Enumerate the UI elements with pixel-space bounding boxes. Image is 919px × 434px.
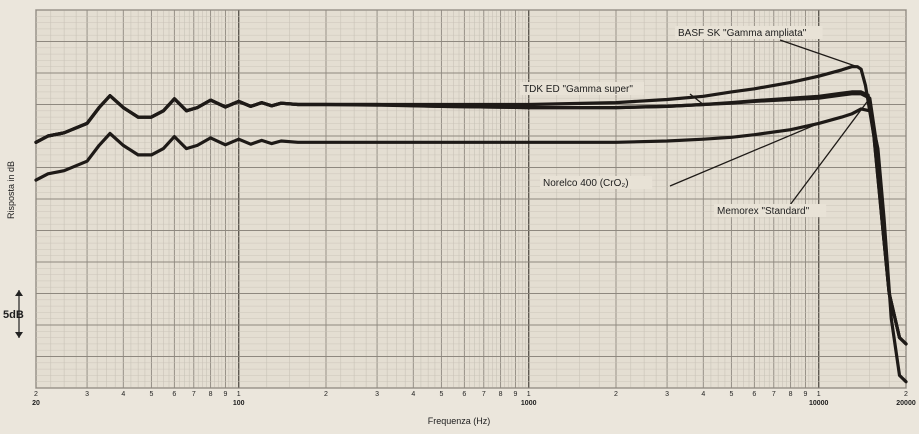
x-tick-label-25: 9 [803, 391, 807, 398]
annotation-leader-1 [689, 93, 704, 106]
x-tick-label-26: 1 10000 [809, 391, 829, 407]
x-tick-label-13: 6 [462, 391, 466, 398]
scale-marker: 5dB [3, 290, 24, 338]
annotation-leader-2 [669, 122, 819, 187]
x-tick-label-27: 2 20000 [896, 391, 916, 407]
x-tick-label-17: 1 1000 [521, 391, 537, 407]
x-tick-label-10: 3 [375, 391, 379, 398]
annotation-bg-2 [540, 176, 653, 189]
x-tick-label-11: 4 [411, 391, 415, 398]
series-layer [34, 65, 908, 384]
x-tick-label-19: 3 [665, 391, 669, 398]
annotation-bg-1 [520, 82, 644, 95]
annotation-leader-0 [779, 39, 858, 68]
annotation-bg-0 [675, 26, 823, 39]
x-tick-label-14: 7 [482, 391, 486, 398]
x-tick-label-22: 6 [752, 391, 756, 398]
x-axis-label: Frequenza (Hz) [428, 416, 491, 426]
x-tick-label-23: 7 [772, 391, 776, 398]
scale-marker-arrow-top [15, 290, 23, 296]
x-tick-label-9: 2 [324, 391, 328, 398]
x-tick-label-18: 2 [614, 391, 618, 398]
scale-marker-arrow-bottom [15, 332, 23, 338]
x-tick-label-7: 9 [223, 391, 227, 398]
annotation-leader-3 [789, 97, 871, 206]
x-tick-label-21: 5 [729, 391, 733, 398]
x-tick-label-6: 8 [209, 391, 213, 398]
x-tick-label-4: 6 [172, 391, 176, 398]
annotation-label-0: BASF SK "Gamma ampliata" [678, 28, 807, 39]
x-tick-label-8: 1 100 [233, 391, 245, 407]
x-tick-label-15: 8 [499, 391, 503, 398]
x-tick-label-3: 5 [149, 391, 153, 398]
x-tick-label-0: 2 20 [32, 391, 40, 407]
annotation-label-1: TDK ED "Gamma super" [523, 84, 633, 95]
x-tick-label-24: 8 [789, 391, 793, 398]
series-line-2 [34, 92, 908, 346]
annotation-layer: BASF SK "Gamma ampliata" TDK ED "Gamma su… [520, 26, 871, 217]
y-axis-label: Risposta in dB [6, 161, 16, 219]
x-tick-label-12: 5 [439, 391, 443, 398]
x-tick-label-1: 3 [85, 391, 89, 398]
x-tick-label-16: 9 [513, 391, 517, 398]
annotation-bg-3 [714, 204, 827, 217]
annotation-label-2: Norelco 400 (CrO₂) [543, 178, 629, 189]
scale-marker-label: 5dB [3, 309, 24, 321]
x-tick-label-5: 7 [192, 391, 196, 398]
x-tick-label-2: 4 [121, 391, 125, 398]
annotation-label-3: Memorex "Standard" [717, 206, 810, 217]
grid [35, 9, 907, 389]
x-tick-label-20: 4 [701, 391, 705, 398]
series-line-3 [34, 107, 908, 384]
